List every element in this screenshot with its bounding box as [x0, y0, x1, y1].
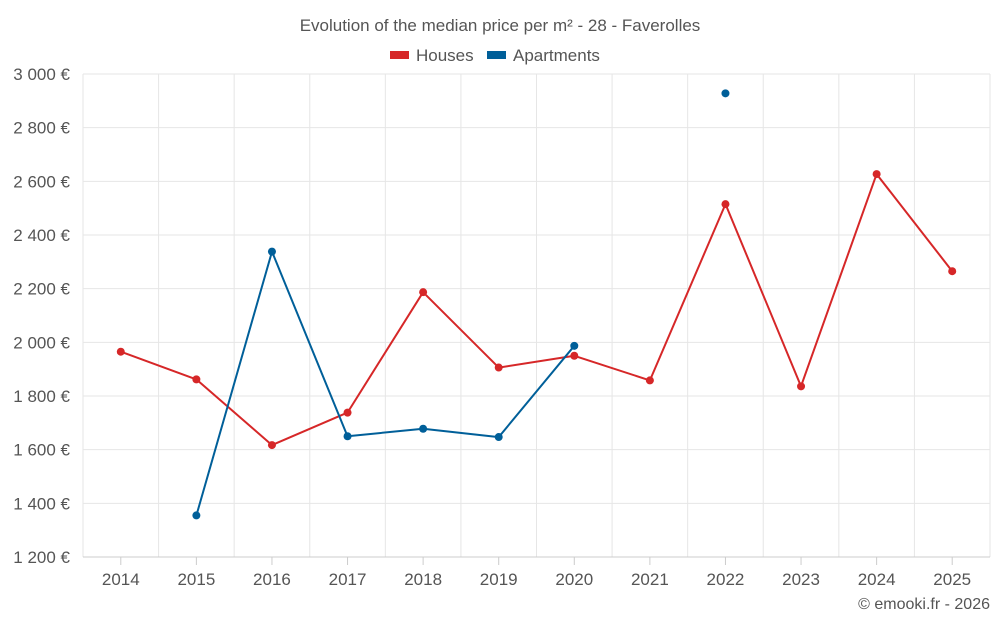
legend: Houses Apartments	[390, 46, 600, 65]
x-tick-label: 2024	[858, 570, 896, 589]
grid	[82, 73, 991, 557]
data-point-houses-2020[interactable]	[570, 351, 579, 360]
data-point-apartments-2016[interactable]	[267, 247, 276, 256]
data-point-houses-2025[interactable]	[948, 267, 957, 276]
data-point-houses-2015[interactable]	[192, 375, 201, 384]
data-point-apartments-2019[interactable]	[494, 433, 503, 442]
credit-text: © emooki.fr - 2026	[858, 596, 990, 613]
series-apartments	[192, 89, 730, 520]
legend-label-houses: Houses	[416, 46, 474, 65]
data-point-houses-2018[interactable]	[419, 288, 428, 297]
chart-title: Evolution of the median price per m² - 2…	[300, 16, 701, 35]
y-tick-label: 2 600 €	[13, 172, 70, 191]
legend-swatch-houses	[390, 51, 409, 59]
x-tick-label: 2014	[102, 570, 140, 589]
y-tick-label: 1 800 €	[13, 387, 70, 406]
y-tick-label: 2 800 €	[13, 119, 70, 138]
data-point-houses-2019[interactable]	[494, 363, 503, 372]
series-houses	[116, 170, 957, 450]
y-tick-label: 1 600 €	[13, 441, 70, 460]
data-point-houses-2024[interactable]	[872, 170, 881, 179]
data-point-apartments-2017[interactable]	[343, 432, 352, 441]
y-tick-label: 1 400 €	[13, 494, 70, 513]
data-point-houses-2023[interactable]	[797, 382, 806, 391]
y-tick-label: 2 200 €	[13, 280, 70, 299]
legend-item-apartments[interactable]: Apartments	[487, 46, 600, 65]
data-point-apartments-2015[interactable]	[192, 511, 201, 520]
series-line-apartments	[195, 250, 576, 516]
data-point-apartments-2018[interactable]	[419, 424, 428, 433]
y-tick-label: 1 200 €	[13, 548, 70, 567]
series	[116, 89, 957, 520]
x-axis: 2014 2015 2016 2017 2018 2019 2020 2021 2022 2023…	[83, 556, 990, 589]
y-axis: 1 200 € 1 400 € 1 600 € 1 800 € 2 000 € 2 200…	[13, 65, 70, 567]
data-point-apartments-2022[interactable]	[721, 89, 730, 98]
y-tick-label: 2 400 €	[13, 226, 70, 245]
legend-swatch-apartments	[487, 51, 506, 59]
data-point-houses-2014[interactable]	[116, 347, 125, 356]
x-tick-label: 2022	[707, 570, 745, 589]
x-tick-label: 2025	[933, 570, 971, 589]
x-tick-label: 2018	[404, 570, 442, 589]
data-point-houses-2016[interactable]	[267, 441, 276, 450]
data-point-houses-2017[interactable]	[343, 408, 352, 417]
data-point-apartments-2020[interactable]	[570, 341, 579, 350]
data-point-houses-2021[interactable]	[645, 376, 654, 385]
legend-label-apartments: Apartments	[513, 46, 600, 65]
data-point-houses-2022[interactable]	[721, 200, 730, 209]
legend-item-houses[interactable]: Houses	[390, 46, 474, 65]
x-tick-label: 2023	[782, 570, 820, 589]
x-tick-label: 2015	[177, 570, 215, 589]
series-line-houses	[120, 173, 953, 447]
x-tick-label: 2021	[631, 570, 669, 589]
y-tick-label: 3 000 €	[13, 65, 70, 84]
x-tick-label: 2019	[480, 570, 518, 589]
x-tick-label: 2020	[555, 570, 593, 589]
x-tick-label: 2017	[329, 570, 367, 589]
y-tick-label: 2 000 €	[13, 333, 70, 352]
x-tick-label: 2016	[253, 570, 291, 589]
